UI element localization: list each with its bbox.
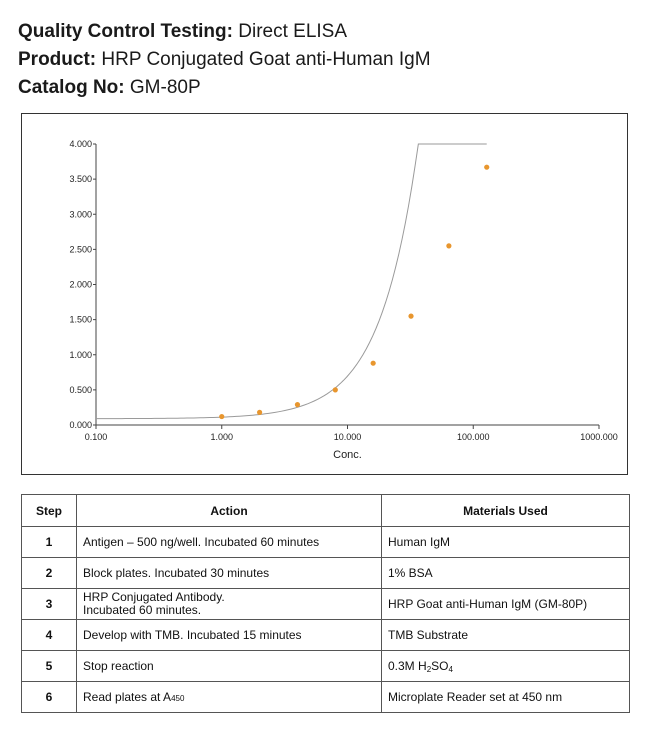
y-tick-label: 3.000 [69,209,92,219]
qc-label: Quality Control Testing: [18,21,233,42]
data-point [294,402,301,408]
step-material: HRP Goat anti-Human IgM (GM-80P) [381,588,630,620]
step-action: Antigen – 500 ng/well. Incubated 60 minu… [76,526,382,558]
fit-curve-line [96,143,487,420]
header-materials: Materials Used [381,494,630,527]
x-tick-label: 100.000 [457,432,490,442]
x-axis-label: Conc. [333,449,362,461]
y-tick-label: 1.500 [69,315,92,325]
elisa-chart-frame: 0.000 0.500 1.000 1.500 2.000 2.500 3.000 3.500… [21,113,628,475]
table-row: 4 Develop with TMB. Incubated 15 minutes… [21,619,630,651]
step-number: 6 [21,681,77,713]
material-formula-part1: 0.3M H [388,658,427,673]
data-point [446,243,452,249]
data-point [219,413,225,420]
header-step: Step [21,494,77,527]
table-row: 6 Read plates at A450 Microplate Reader … [21,681,630,713]
report-header: Quality Control Testing: Direct ELISA Pr… [18,18,431,102]
product-label: Product: [18,49,97,70]
elisa-chart: 0.000 0.500 1.000 1.500 2.000 2.500 3.000 3.500… [69,139,618,461]
qc-testing-line: Quality Control Testing: Direct ELISA [18,18,431,46]
x-tick-label: 1.000 [210,432,233,442]
y-tick-label: 3.500 [69,174,92,184]
table-header-row: Step Action Materials Used [21,494,630,527]
step-number: 1 [21,526,77,558]
step-action-sub: 450 [171,694,185,703]
y-tick-label: 4.000 [69,139,92,149]
x-tick-label: 10.000 [334,432,362,442]
step-material: Microplate Reader set at 450 nm [381,681,630,713]
y-tick-label: 0.000 [69,420,92,430]
y-tick-label: 0.500 [69,385,92,395]
step-action-line1: HRP Conjugated Antibody. [83,590,225,604]
material-formula-part2: SO [431,658,449,673]
table-row: 5 Stop reaction 0.3M H2SO4 [21,650,630,682]
step-action: Read plates at A450 [76,681,382,713]
step-number: 2 [21,557,77,589]
step-number: 4 [21,619,77,651]
catalog-label: Catalog No: [18,77,125,98]
catalog-value: GM-80P [129,77,201,98]
step-action: HRP Conjugated Antibody. Incubated 60 mi… [76,588,382,620]
y-tick-label: 2.000 [69,280,92,290]
step-material: TMB Substrate [381,619,630,651]
step-material: 1% BSA [381,557,630,589]
step-material: 0.3M H2SO4 [381,650,630,682]
step-number: 3 [21,588,77,620]
data-point [257,409,263,415]
data-point [408,313,414,319]
header-action: Action [76,494,382,527]
y-tick-label: 1.000 [69,350,92,360]
table-row: 3 HRP Conjugated Antibody. Incubated 60 … [21,588,630,620]
protocol-table: Step Action Materials Used 1 Antigen – 5… [21,494,630,713]
step-action-main: Read plates at A [83,690,172,704]
step-action: Block plates. Incubated 30 minutes [76,557,382,589]
table-row: 2 Block plates. Incubated 30 minutes 1% … [21,557,630,589]
catalog-line: Catalog No: GM-80P [18,74,431,102]
x-tick-label: 1000.000 [580,432,618,442]
product-value: HRP Conjugated Goat anti-Human IgM [101,49,431,70]
material-formula-sub2: 4 [448,664,453,674]
step-action: Stop reaction [76,650,382,682]
step-number: 5 [21,650,77,682]
table-row: 1 Antigen – 500 ng/well. Incubated 60 mi… [21,526,630,558]
y-tick-label: 2.500 [69,244,92,254]
data-point [370,360,376,366]
data-point [484,164,490,170]
material-formula-sub1: 2 [426,664,432,674]
product-line: Product: HRP Conjugated Goat anti-Human … [18,46,431,74]
qc-value: Direct ELISA [238,21,348,42]
data-point [332,387,338,393]
step-material: Human IgM [381,526,630,558]
x-tick-label: 0.100 [85,432,108,442]
step-action-line2: Incubated 60 minutes. [83,603,202,617]
step-action: Develop with TMB. Incubated 15 minutes [76,619,382,651]
